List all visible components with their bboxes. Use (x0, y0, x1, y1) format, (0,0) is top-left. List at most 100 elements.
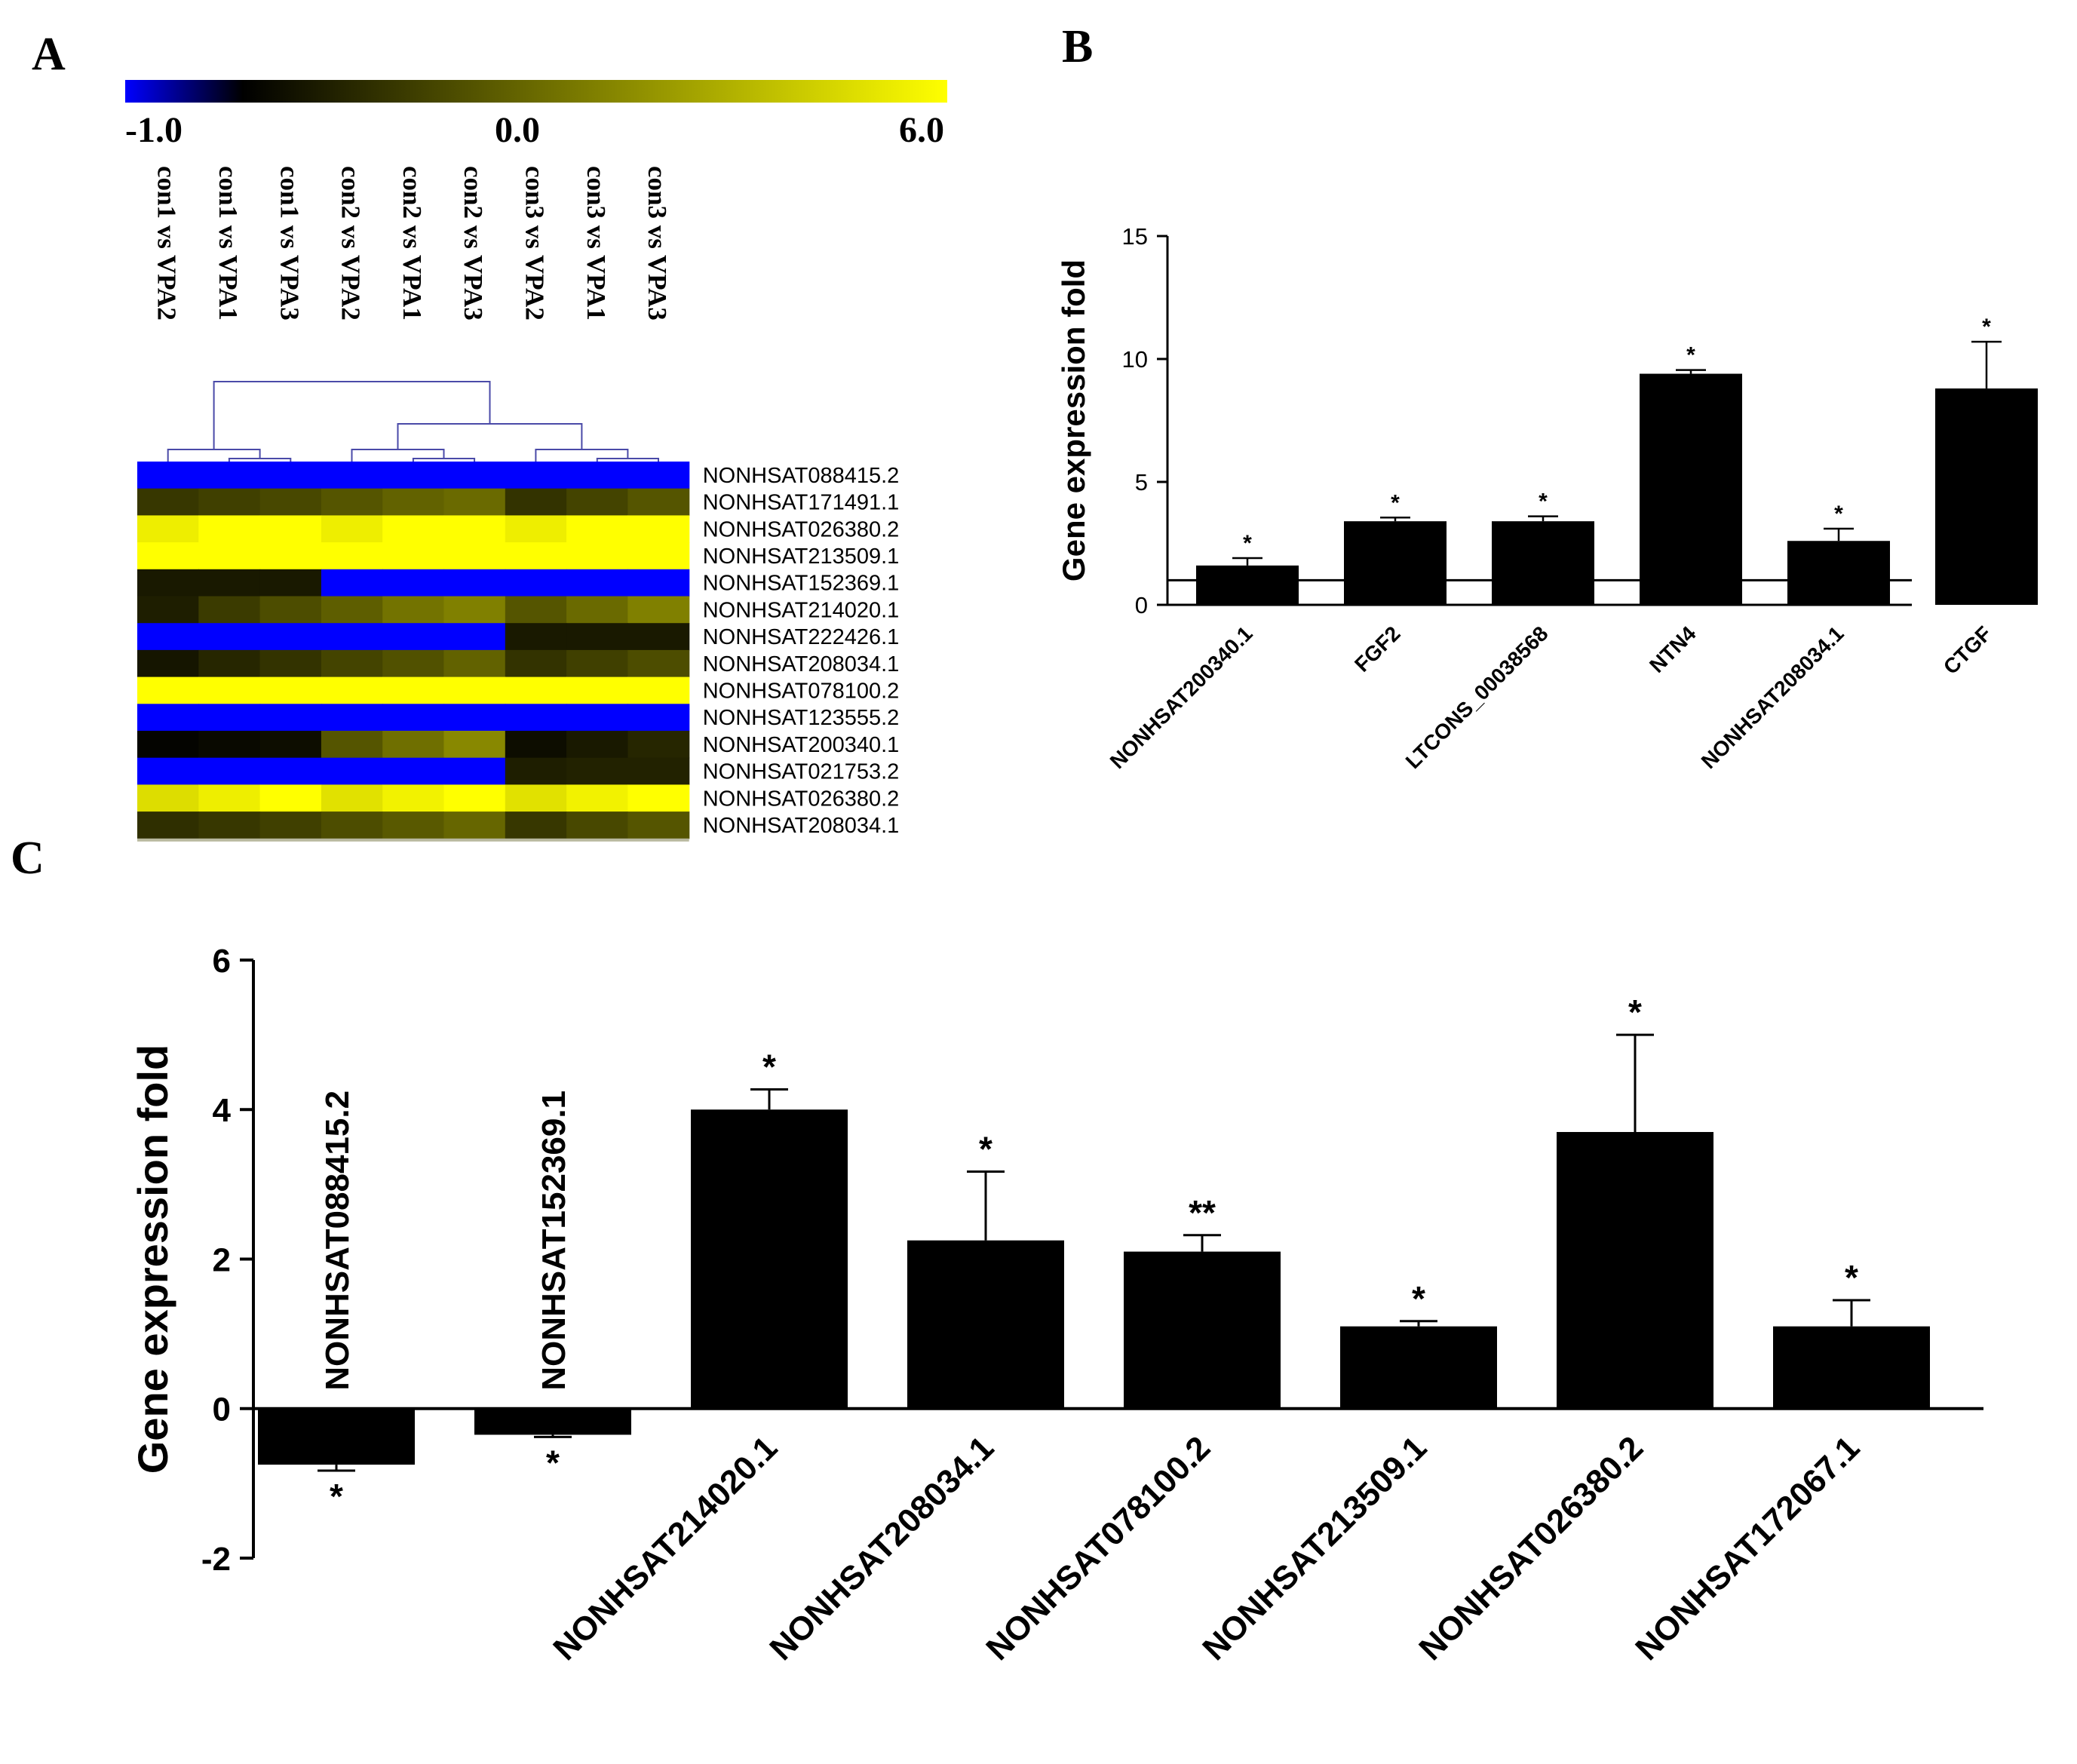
heatmap-cell (505, 462, 567, 489)
category-label: CTGF (1939, 621, 1996, 679)
heatmap-cell (627, 488, 690, 516)
heatmap-cell (443, 596, 506, 624)
heatmap-cell (198, 757, 261, 785)
category-label: LTCONS_00038568 (1401, 621, 1553, 773)
heatmap-cell (443, 784, 506, 812)
heatmap-cell (321, 784, 383, 812)
heatmap-cell (321, 569, 383, 597)
heatmap-cell (321, 811, 383, 839)
heatmap-row-label: NONHSAT088415.2 (703, 464, 900, 488)
bar (1124, 1251, 1281, 1409)
significance-label: * (979, 1130, 992, 1169)
heatmap-row-label: NONHSAT208034.1 (703, 652, 900, 676)
heatmap-cell (443, 649, 506, 678)
heatmap-cell (566, 542, 628, 570)
category-label: NONHSAT200340.1 (1106, 621, 1257, 773)
heatmap-cell (198, 811, 261, 839)
category-label: FGF2 (1350, 621, 1405, 676)
heatmap-cell (505, 542, 567, 570)
y-tick-label: 0 (1135, 592, 1148, 618)
bar (691, 1109, 848, 1409)
heatmap-cell (382, 569, 445, 597)
heatmap-cell (443, 623, 506, 651)
heatmap-cell (566, 596, 628, 624)
heatmap-cell (505, 784, 567, 812)
heatmap-cell (505, 488, 567, 516)
heatmap-cell (505, 731, 567, 759)
heatmap-cell (137, 731, 199, 759)
heatmap-row-label: NONHSAT021753.2 (703, 760, 900, 784)
bar (258, 1408, 415, 1465)
heatmap-cell (321, 623, 383, 651)
heatmap-row-label: NONHSAT213509.1 (703, 545, 900, 569)
heatmap-cell (259, 462, 322, 489)
bar (1492, 521, 1594, 605)
heatmap-cell (627, 623, 690, 651)
bar (1640, 373, 1742, 605)
heatmap-cell (321, 462, 383, 489)
bar (1340, 1326, 1497, 1409)
heatmap-cell (566, 515, 628, 543)
y-tick-label: 4 (213, 1092, 232, 1129)
bar (1557, 1131, 1713, 1409)
panel-label-c: C (11, 833, 44, 884)
heatmap-cell (627, 757, 690, 785)
category-label: NONHSAT172067.1 (1628, 1429, 1867, 1667)
heatmap-cell (259, 488, 322, 516)
heatmap-cell (198, 515, 261, 543)
heatmap-cell (137, 811, 199, 839)
heatmap-cell (137, 704, 199, 732)
heatmap-row-label: NONHSAT026380.2 (703, 517, 900, 541)
heatmap-cell (259, 649, 322, 678)
heatmap-cell (198, 569, 261, 597)
heatmap-cell (566, 676, 628, 704)
category-label: NONHSAT208034.1 (1697, 621, 1848, 773)
heatmap-column-label: con2 vs VPA1 (397, 166, 427, 321)
dendrogram-branch (167, 449, 261, 462)
heatmap-cell (321, 596, 383, 624)
heatmap-column-label: con3 vs VPA3 (643, 166, 672, 321)
panel-label-b: B (1062, 21, 1093, 72)
heatmap-cell (382, 515, 445, 543)
heatmap-column-label: con3 vs VPA2 (520, 166, 549, 321)
heatmap-cell (198, 649, 261, 678)
significance-label: * (1686, 343, 1695, 368)
heatmap-cell (505, 811, 567, 839)
dendrogram-branch (596, 458, 659, 462)
heatmap-cell (137, 649, 199, 678)
heatmap-cell (137, 596, 199, 624)
significance-label: * (546, 1443, 560, 1482)
colorbar-min-label: -1.0 (125, 110, 183, 150)
heatmap-cell (382, 811, 445, 839)
y-tick-label: -2 (201, 1541, 231, 1578)
heatmap-cell (627, 649, 690, 678)
bar (1773, 1326, 1930, 1409)
heatmap-cell (566, 784, 628, 812)
bar (907, 1240, 1064, 1409)
heatmap-grid (137, 462, 690, 842)
bar (1196, 565, 1299, 605)
heatmap-cell (443, 569, 506, 597)
heatmap-cell (505, 649, 567, 678)
heatmap-cell (198, 623, 261, 651)
heatmap-cell (382, 704, 445, 732)
heatmap-cell (505, 676, 567, 704)
significance-label: * (1412, 1279, 1425, 1318)
heatmap-cell (137, 462, 199, 489)
heatmap-cell (443, 542, 506, 570)
column-labels: con1 vs VPA2 con1 vs VPA1 con1 vs VPA3 con2… (152, 166, 672, 321)
heatmap-cell (443, 704, 506, 732)
heatmap-column-label: con1 vs VPA3 (275, 166, 304, 321)
heatmap-cell (566, 649, 628, 678)
significance-label: * (1628, 992, 1642, 1032)
significance-label: * (762, 1047, 776, 1086)
heatmap-column-label: con2 vs VPA3 (459, 166, 488, 321)
category-label: NONHSAT213509.1 (1195, 1429, 1434, 1667)
dendrogram-branch (397, 423, 583, 449)
heatmap-cell (443, 731, 506, 759)
category-label: NONHSAT208034.1 (762, 1429, 1001, 1667)
heatmap-cell (627, 542, 690, 570)
heatmap-cell (198, 542, 261, 570)
heatmap-cell (627, 676, 690, 704)
